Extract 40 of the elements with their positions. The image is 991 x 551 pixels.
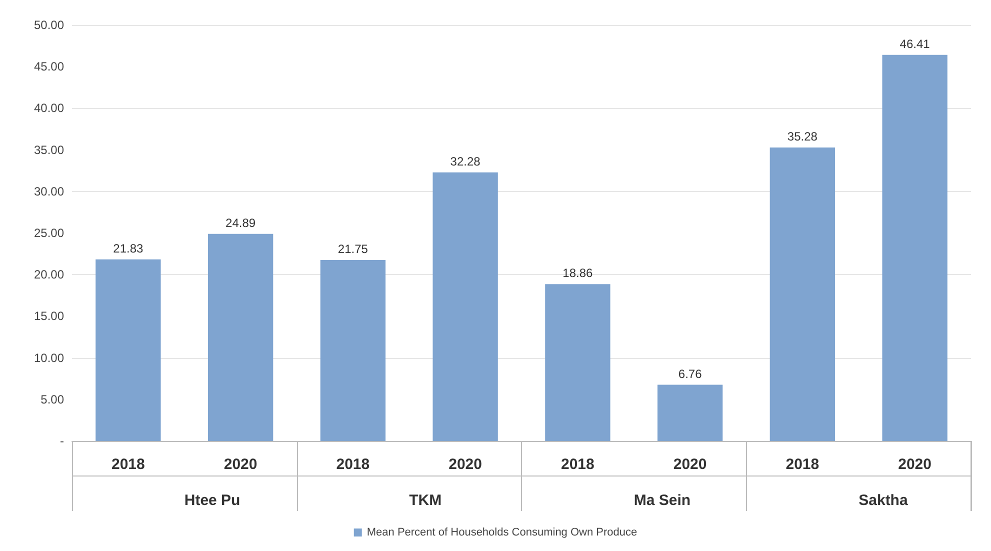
data-label: 18.86 bbox=[562, 266, 594, 280]
y-tick-label: 20.00 bbox=[34, 268, 64, 282]
y-tick-label: 50.00 bbox=[34, 18, 64, 32]
data-label: 21.75 bbox=[338, 242, 368, 256]
y-tick-label: 25.00 bbox=[34, 226, 64, 240]
text: Saktha bbox=[858, 492, 908, 509]
data-label: 24.89 bbox=[226, 216, 256, 230]
data-label: 46.41 bbox=[900, 36, 930, 51]
x-tick-label: 2018 bbox=[561, 456, 594, 473]
data-label: 35.28 bbox=[787, 129, 818, 144]
bar bbox=[770, 147, 836, 441]
bar bbox=[432, 172, 498, 441]
y-tick-label: 30.00 bbox=[34, 184, 64, 198]
y-tick-label: 10.00 bbox=[34, 350, 64, 365]
y-tick-label: - bbox=[60, 434, 64, 448]
x-tick-label: 2020 bbox=[448, 456, 482, 473]
x-tick-label: 2020 bbox=[224, 456, 258, 473]
data-label: 32.28 bbox=[450, 154, 481, 168]
y-tick-label: 40.00 bbox=[34, 101, 64, 116]
x-tick-label: 2018 bbox=[786, 456, 820, 473]
bar bbox=[320, 260, 386, 441]
y-tick-label: 15.00 bbox=[34, 309, 64, 324]
legend-label: Mean Percent of Households Consuming Own Produce bbox=[366, 526, 638, 538]
y-tick-label: 45.00 bbox=[34, 60, 64, 74]
x-tick-label: 2020 bbox=[673, 456, 707, 473]
text: TKM bbox=[409, 492, 442, 509]
data-label: 21.83 bbox=[113, 241, 144, 256]
y-tick-label: 5.00 bbox=[40, 392, 64, 406]
bar bbox=[657, 384, 723, 441]
text: Ma Sein bbox=[634, 492, 691, 509]
bar bbox=[545, 284, 610, 441]
x-tick-label: 2020 bbox=[898, 456, 932, 473]
bar bbox=[208, 234, 274, 441]
text: Htee Pu bbox=[184, 492, 240, 509]
data-label: 6.76 bbox=[678, 366, 702, 381]
y-tick-label: 35.00 bbox=[34, 142, 64, 157]
bar bbox=[882, 54, 948, 441]
bar bbox=[96, 259, 161, 441]
x-tick-label: 2018 bbox=[112, 456, 145, 473]
x-tick-label: 2018 bbox=[336, 456, 370, 473]
